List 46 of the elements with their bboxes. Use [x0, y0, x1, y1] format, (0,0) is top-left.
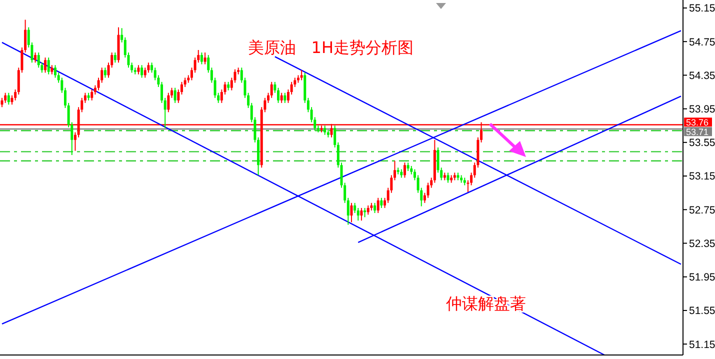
candlestick	[360, 207, 363, 222]
y-tick-label: 51.15	[689, 338, 715, 351]
candlestick	[356, 207, 360, 222]
candlestick	[284, 92, 286, 104]
candlestick	[174, 87, 176, 104]
candlestick	[403, 162, 406, 178]
candlestick	[10, 94, 14, 106]
candlestick	[37, 52, 40, 68]
y-tick-label: 52.35	[689, 238, 715, 250]
candlestick	[280, 92, 283, 104]
candlestick	[7, 92, 10, 106]
candlestick	[47, 57, 50, 75]
candlestick	[324, 125, 326, 136]
y-tick-label: 54.35	[689, 70, 715, 82]
candlestick	[147, 62, 150, 74]
candlestick	[380, 197, 383, 208]
candlestick	[376, 197, 380, 214]
y-tick-label: 55.15	[689, 2, 715, 15]
candlestick	[44, 57, 47, 74]
candlestick	[50, 64, 54, 75]
y-tick-label: 51.95	[689, 272, 715, 284]
candlestick	[140, 64, 144, 78]
candlestick	[350, 202, 353, 223]
candlestick	[104, 67, 106, 78]
candlestick	[137, 64, 140, 75]
y-tick-label: 53.15	[689, 170, 715, 183]
ref-line-label: 53.71	[686, 126, 709, 137]
candlestick	[300, 70, 303, 81]
candlestick	[90, 88, 94, 101]
candlestick	[0, 97, 4, 108]
y-tick-label: 53.95	[689, 103, 715, 116]
candlestick	[167, 92, 170, 113]
candlestick	[4, 92, 7, 104]
y-tick-label: 51.55	[689, 305, 715, 318]
y-tick-label: 52.75	[689, 204, 715, 216]
y-tick-label: 54.75	[689, 36, 715, 48]
y-tick-label: 53.55	[689, 137, 715, 150]
ref-line-label: 53.76	[686, 117, 709, 128]
text: 美原油 1H走势分析图	[248, 38, 414, 57]
candlestick	[200, 52, 203, 65]
candlestick	[204, 52, 206, 65]
candlestick	[34, 52, 37, 64]
candlestick	[374, 202, 376, 214]
candlestick	[366, 204, 370, 216]
candlestick	[446, 172, 450, 184]
candlestick	[114, 52, 116, 64]
